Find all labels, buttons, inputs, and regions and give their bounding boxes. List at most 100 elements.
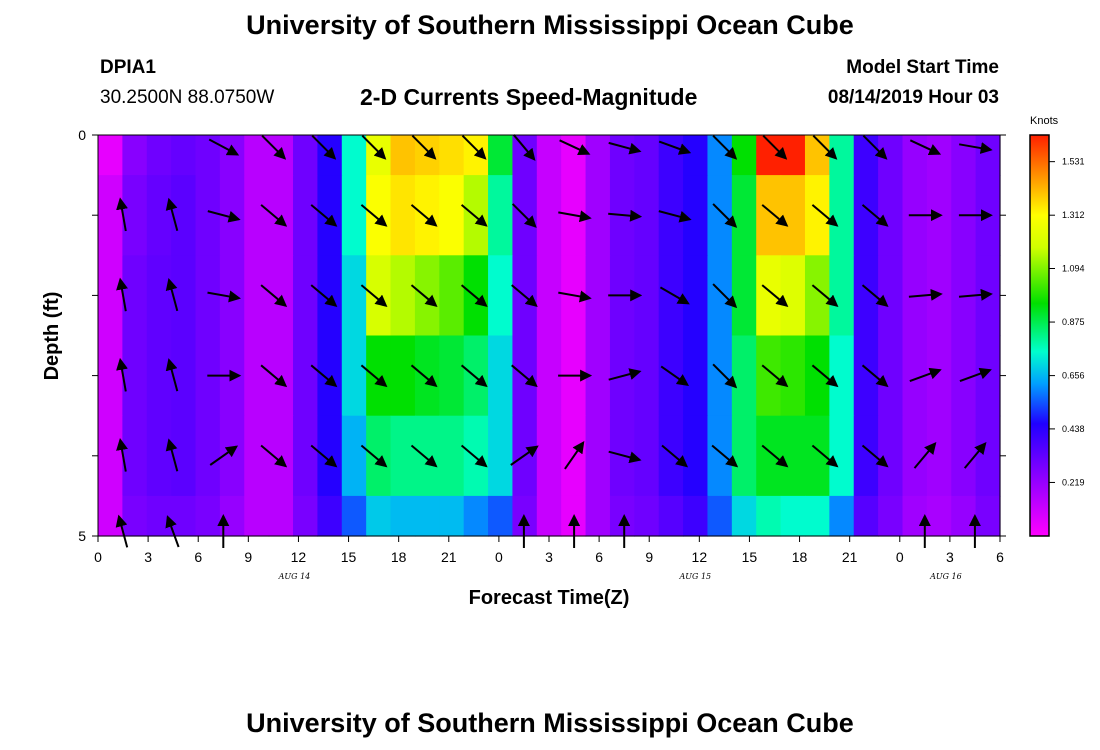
heatmap-cell <box>488 255 514 337</box>
heatmap-cell <box>731 255 757 337</box>
current-arrow <box>260 444 288 468</box>
current-arrow <box>761 364 789 388</box>
heatmap-cell <box>658 135 684 176</box>
heatmap-cell <box>390 495 416 537</box>
current-arrow <box>360 364 388 388</box>
colorbar-tick-label: 0.656 <box>1062 371 1085 381</box>
heatmap-cell <box>683 135 709 176</box>
heatmap-cell <box>975 335 1001 417</box>
heatmap-cell <box>146 175 172 256</box>
current-arrow <box>260 364 288 388</box>
current-arrow <box>811 444 839 468</box>
heatmap-cell <box>341 255 367 337</box>
heatmap-cell <box>585 255 611 337</box>
x-tick-label: 21 <box>842 549 858 565</box>
heatmap-cell <box>756 415 782 497</box>
current-arrow <box>310 284 338 307</box>
current-arrow <box>260 204 288 227</box>
current-arrow <box>165 277 179 312</box>
heatmap-cell <box>390 175 416 256</box>
colorbar-tick-label: 0.438 <box>1062 424 1085 434</box>
heatmap-cell <box>195 175 221 256</box>
current-arrow <box>510 445 539 466</box>
heatmap-cell <box>439 415 465 497</box>
heatmap-cell <box>926 415 952 497</box>
current-arrow <box>861 284 889 307</box>
heatmap-cell <box>683 255 709 337</box>
heatmap-cell <box>878 495 904 537</box>
heatmap-cell <box>463 335 489 417</box>
heatmap-cell <box>731 495 757 537</box>
current-arrow <box>862 134 888 160</box>
x-tick-label: 3 <box>545 549 553 565</box>
heatmap-cell <box>634 335 660 417</box>
heatmap-cell <box>146 255 172 337</box>
heatmap-cell <box>536 175 562 256</box>
current-arrow <box>310 444 338 468</box>
heatmap-cell <box>122 255 148 337</box>
heatmap-cell <box>146 495 172 537</box>
current-arrow <box>410 444 438 468</box>
heatmap-cell <box>439 495 465 537</box>
heatmap-cell <box>244 335 270 417</box>
current-arrow <box>659 286 690 305</box>
heatmap-cell <box>122 415 148 497</box>
heatmap-cell <box>244 135 270 176</box>
heatmap-cell <box>926 335 952 417</box>
heatmap-cell <box>902 135 928 176</box>
heatmap-cell <box>293 335 319 417</box>
colorbar-tick-label: 0.219 <box>1062 477 1085 487</box>
current-arrow <box>512 134 536 161</box>
heatmap-cell <box>439 135 465 176</box>
current-arrow <box>207 290 241 303</box>
heatmap-cell <box>122 135 148 176</box>
current-arrow <box>761 444 789 468</box>
heatmap-cell <box>244 415 270 497</box>
colorbar-tick-label: 1.094 <box>1062 264 1085 274</box>
x-tick-label: 15 <box>742 549 758 565</box>
heatmap-cell <box>731 135 757 176</box>
heatmap-cell <box>146 335 172 417</box>
heatmap-cell <box>512 495 538 537</box>
heatmap-cell <box>488 135 514 176</box>
heatmap-cell <box>293 255 319 337</box>
current-arrow <box>658 140 692 155</box>
heatmap-cell <box>171 255 197 337</box>
heatmap-cell <box>878 255 904 337</box>
current-arrow <box>310 364 338 388</box>
current-arrow <box>460 284 488 307</box>
current-arrow <box>460 204 488 227</box>
current-arrow <box>908 288 943 301</box>
heatmap-cell <box>414 495 440 537</box>
current-arrow <box>959 367 992 383</box>
heatmap-cell <box>366 175 392 256</box>
heatmap-cell <box>756 495 782 537</box>
heatmap-cell <box>341 415 367 497</box>
current-arrow <box>608 368 642 381</box>
heatmap-cell <box>512 135 538 176</box>
heatmap-cell <box>731 335 757 417</box>
heatmap-cell <box>536 335 562 417</box>
heatmap-cell <box>341 335 367 417</box>
colorbar-unit: Knots <box>1030 115 1059 127</box>
model-start-value: 08/14/2019 Hour 03 <box>827 87 999 108</box>
heatmap-cell <box>707 335 733 417</box>
heatmap-cell <box>341 135 367 176</box>
heatmap-cell <box>488 175 514 256</box>
heatmap-cell <box>609 495 635 537</box>
current-arrow <box>564 441 585 470</box>
x-tick-label: 6 <box>595 549 603 565</box>
heatmap-cell <box>683 495 709 537</box>
heatmap-cell <box>317 495 343 537</box>
heatmap-cell <box>244 495 270 537</box>
heatmap-cell <box>390 135 416 176</box>
heatmap-cell <box>536 135 562 176</box>
current-arrow <box>558 290 592 303</box>
heatmap-cell <box>853 135 879 176</box>
current-arrow <box>460 444 488 468</box>
colorbar <box>1029 134 1050 537</box>
heatmap-cell <box>317 135 343 176</box>
x-tick-label: 18 <box>391 549 407 565</box>
heatmap-cell <box>317 415 343 497</box>
date-label: AUG 14 <box>278 572 311 581</box>
